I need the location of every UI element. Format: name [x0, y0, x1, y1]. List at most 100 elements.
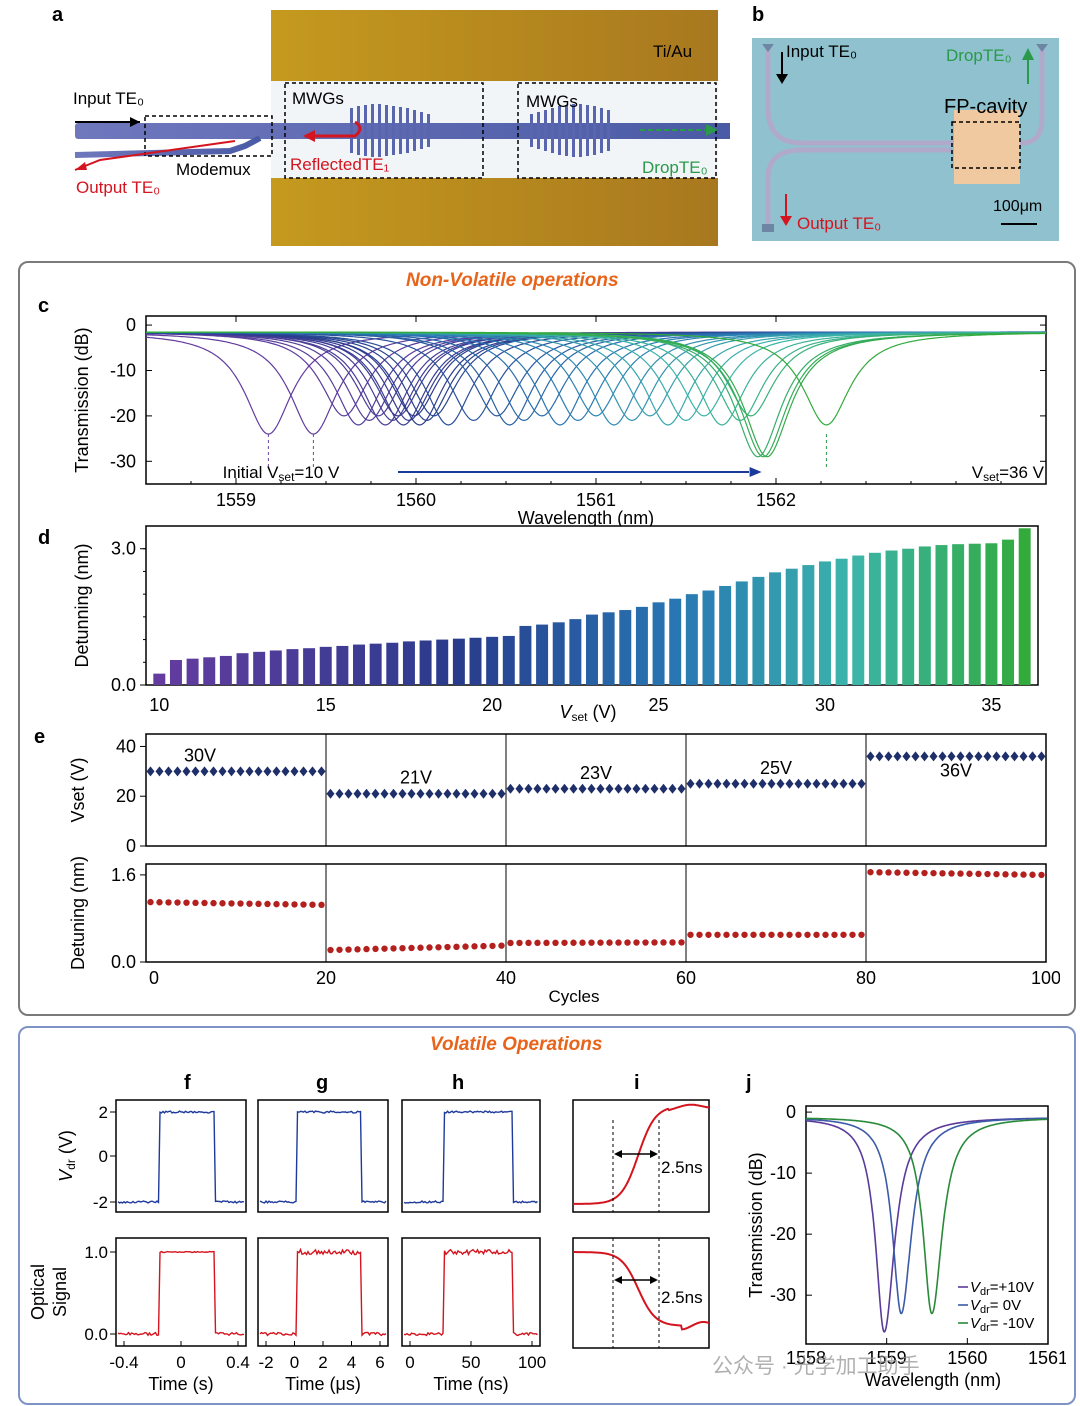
detuning-marker [642, 939, 649, 946]
xtick-label-e: 80 [856, 968, 876, 988]
vset-marker [929, 751, 938, 762]
plot-frame-e-top [145, 733, 1047, 847]
vset-marker [308, 766, 317, 777]
detuning-marker [525, 939, 532, 947]
frame-h-bottom [401, 1237, 541, 1347]
vset-level-label: 21V [400, 768, 432, 788]
detuning-marker [840, 931, 847, 938]
detuning-bar [635, 606, 648, 685]
vset-marker [803, 778, 812, 789]
panel-a-mwgs-left: MWGs [292, 89, 344, 108]
detuning-marker [201, 899, 208, 907]
detuning-marker [228, 900, 235, 907]
detuning-bar [985, 543, 998, 685]
vset-level-label: 36V [940, 760, 972, 780]
xtick-label-c: 1559 [216, 490, 256, 510]
vset-marker [893, 751, 902, 762]
vset-marker [227, 766, 236, 777]
ytick-label-j: -20 [770, 1224, 796, 1244]
vset-marker [254, 766, 263, 777]
xtick-label-g: 4 [347, 1353, 356, 1372]
detuning-marker [984, 870, 991, 878]
legend-entry-j: Vdr= 0V [970, 1297, 1021, 1316]
detuning-marker [237, 900, 244, 907]
detuning-bar [852, 555, 865, 685]
detuning-marker [786, 931, 793, 938]
vset-marker [785, 778, 794, 789]
detuning-bar [1018, 528, 1031, 685]
vset-marker [524, 783, 533, 794]
detuning-bar [902, 548, 915, 685]
detuning-marker [975, 870, 982, 878]
detuning-marker [606, 939, 613, 946]
ytick-label-e-top: 20 [116, 786, 136, 806]
detuning-bar [885, 550, 898, 685]
vset-marker [272, 766, 281, 777]
detuning-bar [419, 640, 432, 685]
frame-h-top [401, 1099, 541, 1213]
detuning-bar [436, 639, 449, 685]
vset-marker [902, 751, 911, 762]
xtick-label-f: 0.4 [226, 1353, 250, 1372]
detuning-marker [255, 900, 262, 908]
vset-marker [344, 788, 353, 799]
detuning-marker [444, 943, 451, 951]
vset-marker [812, 778, 821, 789]
vset-marker [920, 751, 929, 762]
xtick-label-e: 0 [149, 968, 159, 988]
vset-marker [641, 783, 650, 794]
detuning-marker [183, 899, 190, 906]
vset-marker [1028, 751, 1037, 762]
detuning-marker [867, 868, 874, 876]
detuning-bar [868, 552, 881, 685]
detuning-bar [219, 655, 232, 685]
detuning-bar [269, 650, 282, 685]
vset-marker [650, 783, 659, 794]
transmission-curve [145, 331, 1046, 435]
ylabel-fgh-top: Vdr (V) [56, 1130, 78, 1182]
vset-marker [380, 788, 389, 799]
detuning-bar [802, 565, 815, 685]
xtick-label-d: 15 [316, 695, 336, 715]
vset-marker [218, 766, 227, 777]
detuning-marker [1011, 871, 1018, 878]
vset-marker [326, 788, 335, 799]
detuning-marker [570, 939, 577, 946]
ytick-label-d: 0.0 [111, 675, 136, 695]
grating-teeth-right [530, 104, 610, 157]
detuning-marker [669, 939, 676, 946]
detuning-bar [652, 602, 665, 685]
ytick-label-d: 3.0 [111, 539, 136, 559]
detuning-marker [417, 944, 424, 951]
panel-i-label: i [634, 1072, 640, 1094]
detuning-bar [968, 543, 981, 685]
vset-marker [533, 783, 542, 794]
vset-marker [407, 788, 416, 799]
detuning-marker [966, 870, 973, 877]
detuning-bar [469, 637, 482, 685]
vset-marker [506, 783, 515, 794]
detuning-marker [876, 869, 883, 876]
ytick-label-j: -30 [770, 1285, 796, 1305]
detuning-marker [345, 946, 352, 953]
nonvolatile-section [18, 261, 1076, 1016]
detuning-marker [174, 899, 181, 906]
ylabel-fgh-bottom-line2: Signal [50, 1267, 70, 1317]
xtick-label-f: -0.4 [109, 1353, 138, 1372]
detuning-marker [327, 946, 334, 954]
annotation-initial: Initial Vset=10 V [223, 463, 340, 484]
xtick-label-d: 35 [981, 695, 1001, 715]
vset-marker [488, 788, 497, 799]
vset-marker [731, 778, 740, 789]
vset-level-label: 30V [184, 745, 216, 765]
vset-marker [191, 766, 200, 777]
detuning-marker [777, 931, 784, 938]
vset-marker [290, 766, 299, 777]
vset-marker [371, 788, 380, 799]
detuning-marker [354, 946, 361, 953]
detuning-marker [831, 931, 838, 938]
ytick-label-e-bottom: 0.0 [111, 952, 136, 972]
optical-signal-trace [259, 1247, 387, 1337]
detuning-bar [236, 653, 249, 685]
detuning-bar [552, 622, 565, 685]
